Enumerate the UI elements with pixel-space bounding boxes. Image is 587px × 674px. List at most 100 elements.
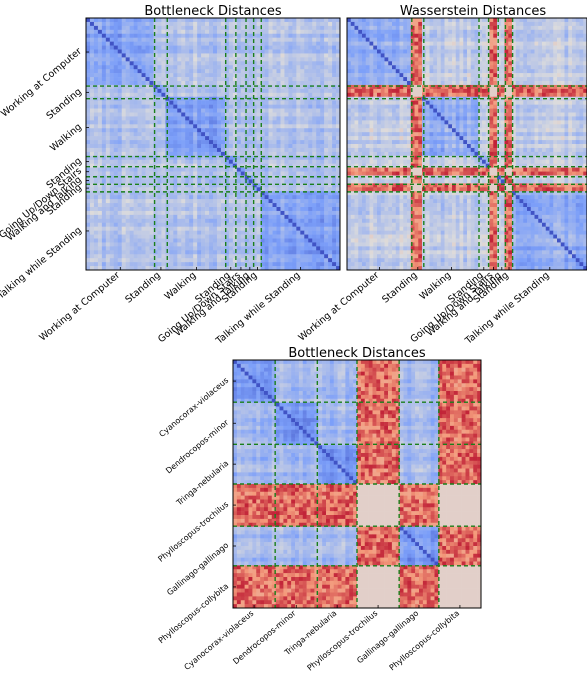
heatmap-cell [459, 53, 464, 58]
heatmap-cell [328, 65, 333, 70]
heatmap-cell [260, 159, 265, 164]
heatmap-cell [332, 25, 337, 31]
heatmap-cell [324, 207, 329, 212]
heatmap-cell [470, 25, 475, 31]
heatmap-cell [324, 25, 329, 31]
heatmap-cell [86, 222, 91, 227]
heatmap-cell [292, 132, 297, 137]
heatmap-cell [425, 37, 430, 42]
heatmap-cell [485, 29, 490, 35]
heatmap-cell [86, 65, 91, 70]
heatmap-cell [276, 230, 281, 235]
heatmap-cell [216, 254, 222, 259]
heatmap-cell [157, 246, 162, 251]
heatmap-cell [312, 242, 317, 247]
heatmap-cell [377, 37, 382, 42]
heatmap-cell [228, 218, 234, 224]
heatmap-cell [89, 25, 95, 31]
heatmap-cell [440, 18, 445, 23]
heatmap-cell [252, 21, 257, 27]
heatmap-cell [280, 147, 285, 153]
heatmap-cell [181, 210, 186, 216]
heatmap-cell [292, 254, 297, 259]
heatmap-cell [332, 73, 337, 78]
heatmap-cell [365, 18, 370, 23]
heatmap-cell [213, 128, 218, 133]
heatmap-cell [129, 61, 134, 66]
heatmap-cell [512, 65, 517, 70]
heatmap-cell [201, 175, 206, 180]
heatmap-cell [181, 77, 186, 82]
heatmap-cell [220, 199, 226, 204]
heatmap-cell [137, 61, 142, 66]
heatmap-cell [216, 25, 222, 31]
heatmap-cell [252, 214, 257, 220]
heatmap-cell [141, 183, 146, 188]
heatmap-cell [429, 65, 434, 70]
heatmap-cell [113, 242, 119, 247]
heatmap-cell [328, 132, 333, 137]
heatmap-cell [117, 258, 123, 263]
heatmap-cell [332, 49, 337, 54]
heatmap-cell [133, 171, 138, 176]
heatmap-cell [276, 104, 281, 109]
heatmap-cell [272, 175, 277, 180]
heatmap-cell [336, 250, 340, 255]
heatmap-cell [97, 195, 103, 200]
heatmap-cell [316, 37, 321, 42]
heatmap-cell [93, 84, 99, 90]
heatmap-cell [161, 151, 166, 157]
heatmap-cell [288, 128, 293, 133]
heatmap-cell [161, 77, 166, 82]
heatmap-cell [508, 33, 513, 38]
heatmap-cell [232, 214, 238, 220]
heatmap-cell [224, 147, 230, 153]
heatmap-cell [292, 246, 297, 251]
heatmap-cell [173, 242, 178, 247]
heatmap-cell [264, 230, 269, 235]
heatmap-cell [86, 234, 91, 239]
heatmap-cell [177, 88, 182, 94]
heatmap-cell [228, 191, 234, 196]
heatmap-cell [216, 159, 222, 164]
heatmap-cell [125, 246, 130, 251]
heatmap-cell [308, 124, 313, 129]
heatmap-cell [149, 262, 154, 267]
heatmap-cell [157, 218, 162, 224]
heatmap-cell [105, 77, 111, 82]
heatmap-cell [575, 33, 580, 38]
heatmap-cell [260, 167, 265, 172]
heatmap-cell [493, 61, 498, 66]
heatmap-cell [197, 254, 202, 259]
heatmap-cell [268, 73, 273, 78]
heatmap-cell [117, 195, 123, 200]
heatmap-cell [185, 246, 190, 251]
heatmap-cell [284, 234, 289, 239]
heatmap-cell [256, 258, 261, 263]
heatmap-cell [312, 81, 317, 86]
heatmap-cell [149, 250, 154, 255]
heatmap-cell [425, 18, 430, 23]
heatmap-cell [173, 96, 178, 101]
heatmap-cell [284, 159, 289, 164]
heatmap-cell [264, 140, 269, 145]
heatmap-cell [260, 57, 265, 62]
y-tick-label: Working at Computer [0, 46, 84, 120]
heatmap-cell [121, 195, 126, 200]
heatmap-cell [252, 234, 257, 239]
heatmap-cell [324, 238, 329, 243]
heatmap-cell [86, 18, 91, 23]
heatmap-cell [181, 108, 186, 113]
heatmap-cell [288, 108, 293, 113]
heatmap-cell [97, 37, 103, 42]
heatmap-cell [414, 61, 419, 66]
heatmap-cell [308, 25, 313, 31]
heatmap-cell [101, 147, 107, 153]
heatmap-cell [316, 246, 321, 251]
heatmap-cell [425, 41, 430, 46]
heatmap-cell [288, 116, 293, 121]
heatmap-cell [260, 207, 265, 212]
heatmap-cell [153, 120, 158, 125]
heatmap-cell [332, 179, 337, 184]
